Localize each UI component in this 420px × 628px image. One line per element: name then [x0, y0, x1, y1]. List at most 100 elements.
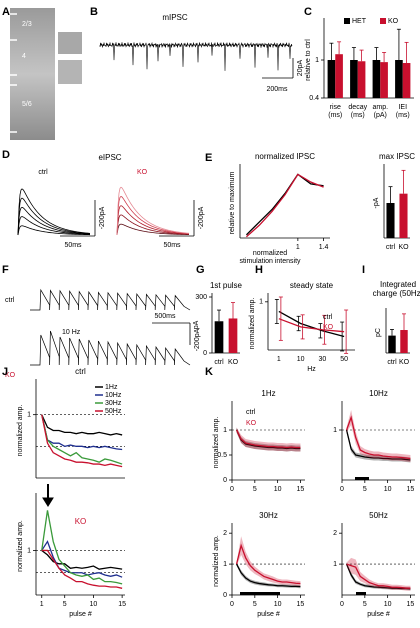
data-line [245, 173, 324, 236]
eipsc-trace [116, 186, 190, 236]
eipsc-trace [116, 195, 190, 236]
data-line [41, 540, 123, 578]
chart-title: 10Hz [369, 389, 388, 398]
trace-title: eIPSC [98, 153, 121, 162]
chart-title: 1st pulse [210, 281, 243, 290]
chart-title: max IPSC [379, 152, 415, 161]
scale-label: 20pA [297, 60, 304, 77]
x-tick-label: 15 [297, 601, 305, 608]
y-axis-label: normalized amp. [213, 535, 220, 587]
legend-label: 10Hz [105, 392, 122, 399]
x-tick-label: rise [330, 104, 341, 111]
legend-label: 50Hz [105, 408, 122, 415]
x-tick-label: 0 [230, 486, 234, 493]
train-trace [30, 330, 191, 366]
chart-title: Integrated [380, 280, 416, 289]
x-tick-label: decay [348, 104, 367, 111]
data-line [41, 414, 123, 451]
legend-swatch [344, 18, 350, 24]
y-axis-label: relative to ctrl [305, 39, 312, 81]
eipsc-trace [17, 206, 91, 236]
panel-letter: I [362, 264, 365, 276]
panel-letter: E [205, 152, 212, 164]
y-axis-label: pC [375, 328, 382, 337]
x-tick-label: 15 [297, 486, 305, 493]
bar [402, 63, 411, 98]
y-tick-label: 2 [333, 530, 337, 537]
x-tick-label: 5 [253, 601, 257, 608]
x-tick-label: 0 [340, 486, 344, 493]
data-line [41, 549, 123, 589]
eipsc-trace [17, 216, 91, 236]
y-tick-label: 1 [27, 547, 31, 554]
x-tick-label: (pA) [374, 112, 387, 119]
legend-label: KO [246, 420, 257, 427]
eipsc-trace [17, 188, 91, 236]
bar [395, 60, 403, 98]
y-axis-label: normalized amp. [17, 520, 24, 572]
eipsc-trace [17, 197, 91, 236]
error-band [346, 410, 411, 462]
x-tick-label: 5 [253, 486, 257, 493]
x-axis-label: normalized [253, 250, 287, 257]
inset-image [58, 32, 82, 54]
x-axis-label: pulse # [69, 611, 92, 618]
layer-label: 4 [22, 53, 26, 60]
y-tick-label: 1 [223, 561, 227, 568]
x-tick-label: 1 [277, 356, 281, 363]
scale-label: 500ms [154, 313, 176, 320]
y-tick-label: 0.4 [309, 95, 319, 102]
bar [357, 61, 366, 98]
inset-label: P [55, 54, 60, 61]
data-line [245, 173, 324, 238]
error-band [236, 427, 301, 452]
trace-title: mIPSC [162, 13, 188, 22]
bar [228, 318, 238, 353]
x-tick-label: 1.4 [319, 244, 329, 251]
panel-letter: F [2, 264, 9, 276]
legend-label: ctrl [323, 314, 333, 321]
bar [386, 203, 395, 238]
data-line [41, 414, 123, 468]
y-tick-label: 300 [195, 294, 207, 301]
x-tick-label: KO [228, 359, 239, 366]
slice-image [10, 8, 55, 140]
x-tick-label: 1 [40, 601, 44, 608]
x-tick-label: KO [399, 359, 410, 366]
x-tick-label: (ms) [328, 112, 342, 119]
chart-title: steady state [290, 281, 334, 290]
bar [400, 330, 408, 353]
chart-title: 1Hz [261, 389, 275, 398]
data-line [235, 543, 301, 585]
chart-title: normalized IPSC [255, 152, 315, 161]
x-tick-label: (ms) [351, 112, 365, 119]
scale-label: -200pA [99, 206, 106, 229]
y-tick-label: 0 [223, 592, 227, 599]
data-line [235, 563, 301, 588]
legend-label: 30Hz [105, 400, 122, 407]
x-axis-label: Hz [307, 366, 316, 373]
x-tick-label: 5 [363, 601, 367, 608]
stimulus-bars [240, 477, 369, 595]
x-tick-label: ctrl [387, 359, 397, 366]
legend-label: KO [388, 18, 399, 25]
x-tick-label: 30 [318, 356, 326, 363]
train-trace [30, 288, 191, 311]
data-line [278, 318, 345, 333]
arrow [42, 484, 54, 507]
x-tick-label: 10 [384, 601, 392, 608]
y-tick-label: 1 [333, 427, 337, 434]
x-tick-label: IEI [398, 104, 407, 111]
x-tick-label: 10 [274, 601, 282, 608]
legend-label: KO [323, 324, 334, 331]
x-axis-label: stimulation intensity [239, 258, 301, 265]
bar [372, 60, 381, 98]
group-label: ctrl [5, 297, 15, 304]
bar [214, 321, 224, 353]
x-tick-label: 15 [407, 486, 415, 493]
x-tick-label: ctrl [214, 359, 224, 366]
x-tick-label: ctrl [386, 244, 396, 251]
group-label: KO [137, 169, 148, 176]
y-tick-label: 0.5 [217, 452, 227, 459]
data-line [278, 310, 345, 338]
